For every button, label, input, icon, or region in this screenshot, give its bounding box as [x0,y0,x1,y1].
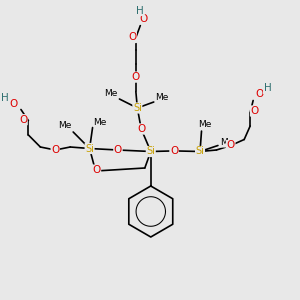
Text: O: O [255,89,263,100]
Text: O: O [137,124,145,134]
Text: Me: Me [58,121,71,130]
Text: Me: Me [198,120,211,129]
Text: O: O [92,165,101,175]
Text: Me: Me [93,118,107,127]
Text: O: O [51,145,59,155]
Text: O: O [114,145,122,155]
Text: H: H [264,83,271,94]
Text: O: O [19,115,27,125]
Text: O: O [9,99,18,109]
Text: Me: Me [155,93,169,102]
Text: O: O [128,32,136,43]
Text: Me: Me [104,89,117,98]
Text: Si: Si [146,146,155,157]
Text: Me: Me [220,138,234,147]
Text: Si: Si [196,146,205,157]
Text: O: O [132,72,140,82]
Text: H: H [136,5,144,16]
Text: O: O [170,146,178,156]
Text: O: O [226,140,235,151]
Text: Si: Si [85,143,94,154]
Text: O: O [139,14,147,24]
Text: H: H [1,93,8,103]
Text: O: O [250,106,259,116]
Text: Si: Si [133,103,142,113]
